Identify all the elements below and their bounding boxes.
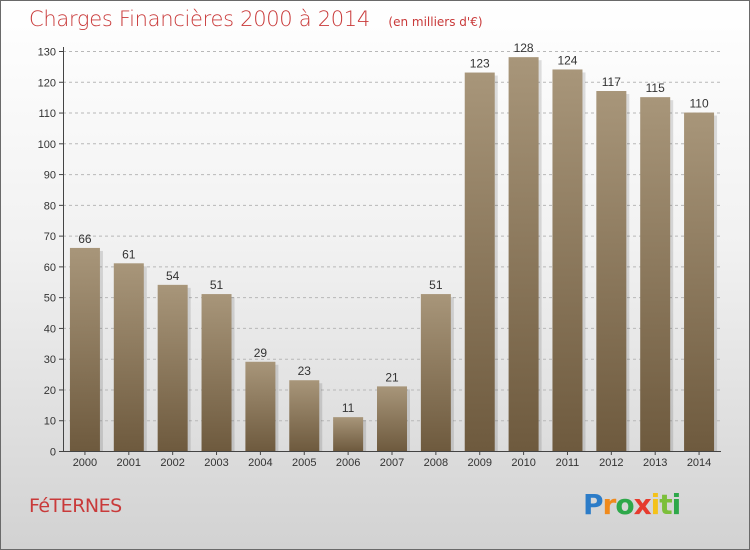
bar-2007[interactable] <box>377 386 407 451</box>
bar-2014[interactable] <box>684 112 715 452</box>
y-tick-label: 30 <box>44 354 56 366</box>
value-label: 117 <box>602 75 621 89</box>
y-tick-label: 120 <box>38 77 56 89</box>
bar-2013[interactable] <box>640 97 671 452</box>
bars <box>69 57 718 452</box>
y-tick-label: 130 <box>38 47 56 59</box>
y-tick-label: 100 <box>38 139 56 151</box>
y-tick-label: 40 <box>44 323 56 335</box>
x-tick-label: 2014 <box>687 457 711 469</box>
x-tick-label: 2013 <box>643 457 667 469</box>
y-tick-label: 10 <box>44 416 56 428</box>
bar-2012[interactable] <box>596 91 627 451</box>
x-tick-label: 2011 <box>556 457 580 469</box>
bar-2011[interactable] <box>552 69 583 451</box>
value-label: 115 <box>646 81 665 95</box>
commune-name: FéTERNES <box>29 495 122 517</box>
value-label: 128 <box>514 41 534 55</box>
bar-2008[interactable] <box>420 294 451 451</box>
bar-2010[interactable] <box>508 57 539 452</box>
y-tick-label: 60 <box>44 262 56 274</box>
bar-2000[interactable] <box>69 247 100 451</box>
value-label: 21 <box>385 370 399 384</box>
value-label: 11 <box>342 401 355 415</box>
x-tick-label: 2006 <box>336 457 360 469</box>
chart-subtitle: (en milliers d'€) <box>388 15 483 29</box>
labels: 0 10 20 30 40 50 60 70 80 90 100 110 120 130 66 2000 61 2… <box>38 41 712 469</box>
value-label: 123 <box>470 57 490 71</box>
bar-2001[interactable] <box>113 263 144 451</box>
x-tick-label: 2012 <box>599 457 623 469</box>
proxiti-logo[interactable]: Proxiti <box>583 488 681 521</box>
value-label: 29 <box>254 346 268 360</box>
y-tick-label: 20 <box>44 385 56 397</box>
title-block: Charges Financières 2000 à 2014 (en mill… <box>29 7 483 31</box>
axes <box>59 47 721 455</box>
y-tick-label: 50 <box>44 293 56 305</box>
value-label: 124 <box>557 53 577 67</box>
bar-2002[interactable] <box>157 284 188 451</box>
x-tick-label: 2004 <box>248 457 272 469</box>
x-tick-label: 2009 <box>467 457 491 469</box>
y-tick-label: 70 <box>44 231 56 243</box>
y-tick-label: 110 <box>38 108 56 120</box>
x-tick-label: 2001 <box>117 457 141 469</box>
bar-2009[interactable] <box>464 72 495 452</box>
x-tick-label: 2007 <box>380 457 404 469</box>
value-label: 23 <box>298 364 312 378</box>
x-tick-label: 2000 <box>73 457 97 469</box>
x-tick-label: 2003 <box>204 457 228 469</box>
bar-2004[interactable] <box>245 361 276 451</box>
y-tick-label: 90 <box>44 170 56 182</box>
y-tick-label: 80 <box>44 200 56 212</box>
value-label: 51 <box>210 278 224 292</box>
value-label: 66 <box>78 232 92 246</box>
y-tick-label: 0 <box>50 447 56 459</box>
x-tick-label: 2002 <box>160 457 184 469</box>
bar-2005[interactable] <box>289 380 320 451</box>
x-tick-label: 2010 <box>511 457 535 469</box>
bar-2006[interactable] <box>333 417 364 451</box>
bar-2003[interactable] <box>201 294 232 451</box>
value-label: 61 <box>122 247 136 261</box>
x-tick-label: 2005 <box>292 457 316 469</box>
x-tick-label: 2008 <box>424 457 448 469</box>
chart-title: Charges Financières 2000 à 2014 <box>29 7 370 31</box>
value-label: 51 <box>429 278 443 292</box>
value-label: 110 <box>689 97 708 111</box>
value-label: 54 <box>166 269 180 283</box>
